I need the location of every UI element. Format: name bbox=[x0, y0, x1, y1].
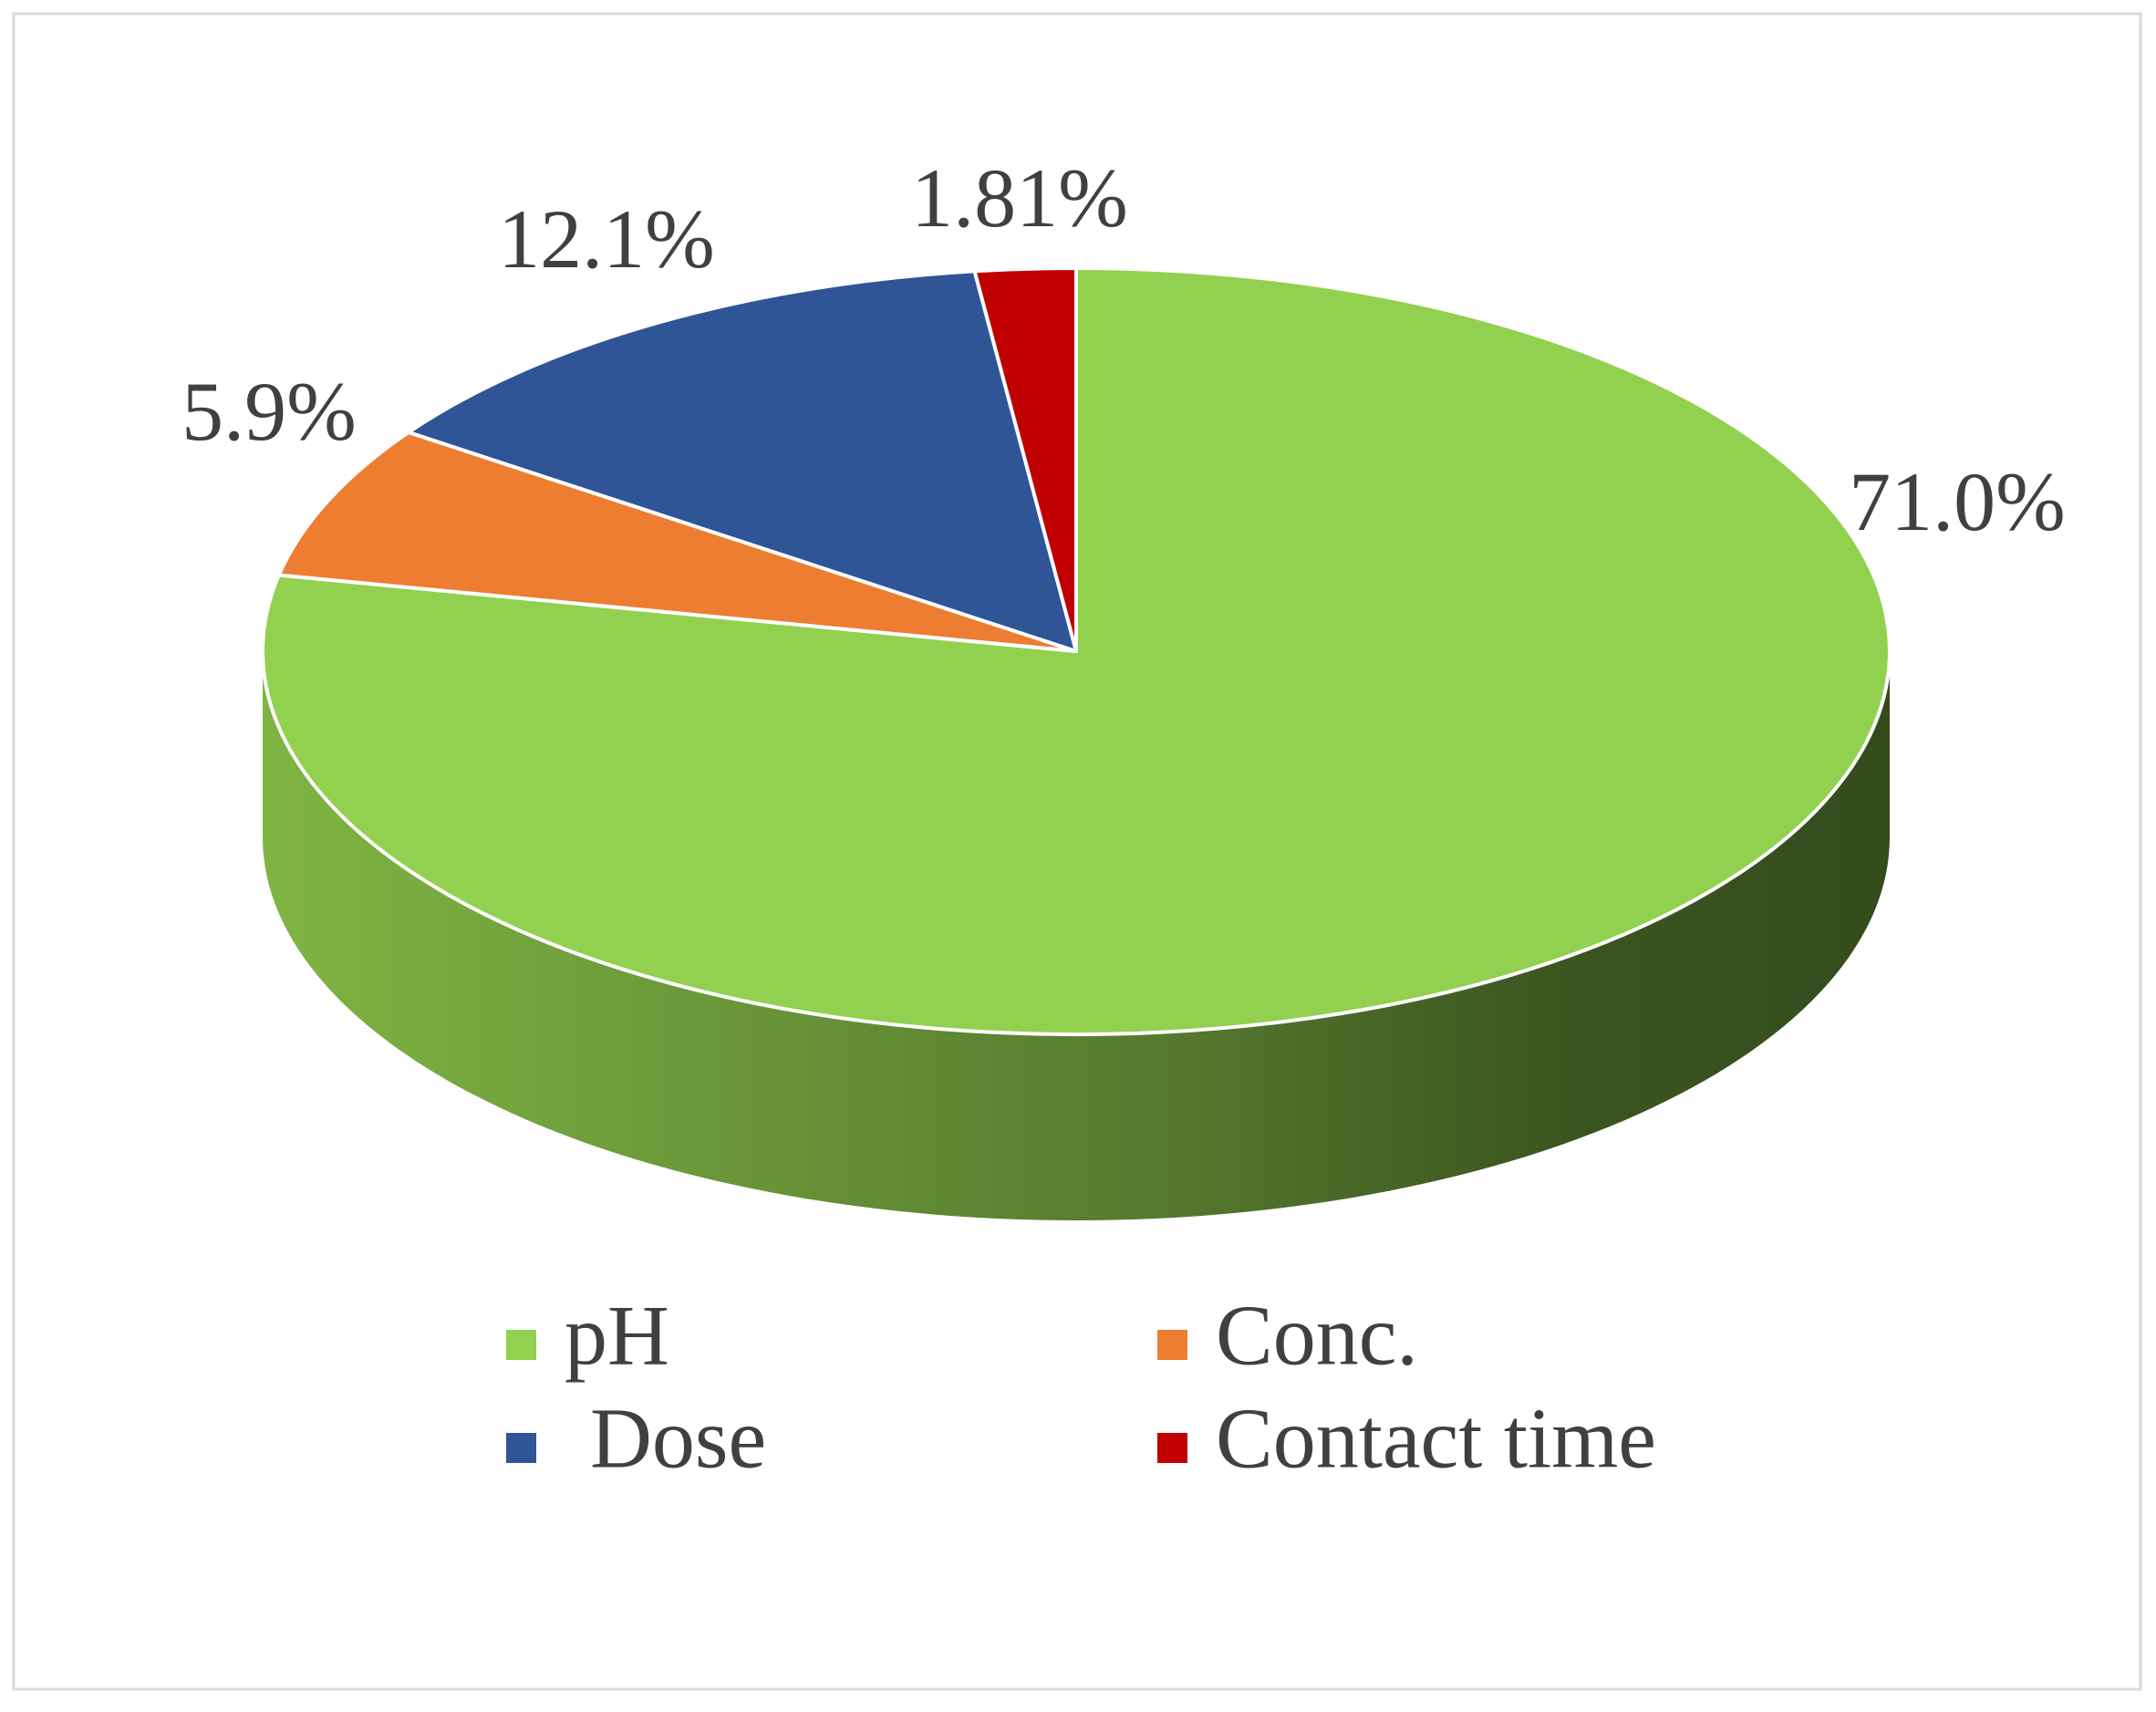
data-label: 71.0% bbox=[1849, 455, 2066, 548]
legend-label: Dose bbox=[590, 1392, 766, 1487]
data-label: 1.81% bbox=[911, 151, 1128, 244]
slice bbox=[261, 266, 1892, 1036]
data-label: 5.9% bbox=[181, 365, 357, 458]
slice bbox=[972, 266, 1078, 653]
slice bbox=[276, 430, 1078, 653]
data-label: 12.1% bbox=[498, 192, 715, 285]
legend-swatch bbox=[506, 1330, 536, 1360]
legend-label: Conc. bbox=[1216, 1289, 1418, 1384]
legend-label: Contact time bbox=[1216, 1392, 1656, 1487]
legend-label: pH bbox=[565, 1289, 669, 1384]
slice bbox=[407, 269, 1078, 653]
legend-swatch bbox=[1157, 1330, 1187, 1360]
legend-swatch bbox=[506, 1433, 536, 1463]
legend-swatch bbox=[1157, 1433, 1187, 1463]
slice-side bbox=[263, 651, 1890, 1220]
